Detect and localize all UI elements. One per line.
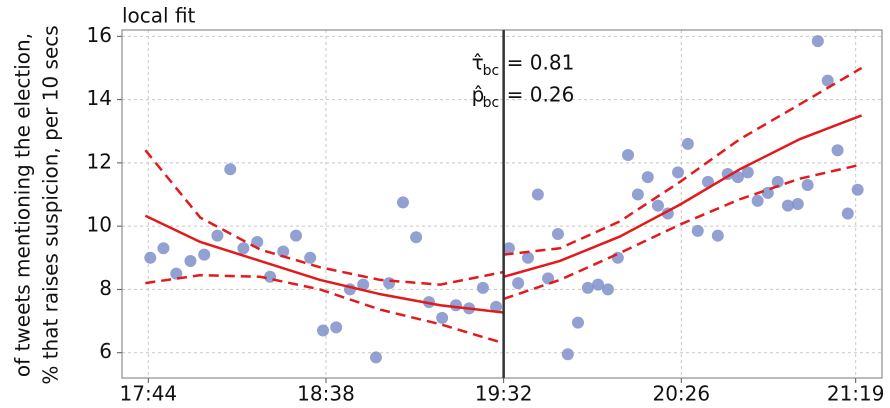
point <box>572 316 584 329</box>
point <box>330 321 343 334</box>
y-axis-label: % that raises suspicion, per 10 secs <box>39 25 63 384</box>
point <box>831 144 844 157</box>
x-tick-label: 18:38 <box>297 382 355 406</box>
point <box>512 277 525 290</box>
point <box>144 251 157 264</box>
point <box>622 148 635 161</box>
point <box>771 175 784 188</box>
x-tick-label: 20:26 <box>652 382 710 406</box>
point <box>701 175 714 188</box>
point <box>521 251 534 264</box>
point <box>741 166 754 179</box>
point <box>551 228 564 241</box>
point <box>711 229 724 242</box>
annotation-symbol: p̂ <box>472 83 485 107</box>
annotation-value: = 0.81 <box>507 51 575 75</box>
point <box>691 224 704 237</box>
point <box>476 281 489 294</box>
point <box>651 199 664 212</box>
point <box>184 254 197 267</box>
point <box>592 278 605 291</box>
point <box>449 299 462 312</box>
point <box>290 229 303 242</box>
y-tick-label: 16 <box>87 23 112 47</box>
point <box>304 251 317 264</box>
x-tick-label: 21:19 <box>827 382 885 406</box>
confidence-band <box>503 66 863 256</box>
point <box>681 137 694 150</box>
point <box>369 351 382 364</box>
fit-line <box>144 214 504 314</box>
chart-title: local fit <box>122 4 196 28</box>
point <box>751 194 764 207</box>
point <box>396 196 409 209</box>
point <box>198 248 211 261</box>
fit-line <box>503 114 863 278</box>
point <box>531 188 544 201</box>
point <box>170 267 183 280</box>
point <box>490 300 503 313</box>
x-tick-label: 17:44 <box>120 382 178 406</box>
point <box>851 183 864 196</box>
point <box>157 242 170 255</box>
y-tick-label: 12 <box>87 149 112 173</box>
y-axis-label: of tweets mentioning the election, <box>11 33 35 377</box>
point <box>801 179 814 192</box>
point <box>781 199 794 212</box>
point <box>436 311 449 324</box>
y-tick-label: 14 <box>87 86 112 110</box>
point <box>357 278 370 291</box>
annotation-value: = 0.26 <box>507 83 575 107</box>
confidence-band <box>144 149 504 286</box>
point <box>841 207 854 220</box>
point <box>641 171 654 184</box>
point <box>581 281 594 294</box>
x-tick-label: 19:32 <box>475 382 533 406</box>
point <box>237 242 250 255</box>
confidence-band <box>145 273 505 345</box>
annotation-subscript: bc <box>483 95 500 111</box>
point <box>811 35 824 48</box>
point <box>211 229 224 242</box>
plot-frame <box>121 29 883 379</box>
point <box>383 277 396 290</box>
point <box>791 198 804 210</box>
y-tick-label: 6 <box>99 339 112 363</box>
point <box>631 188 644 201</box>
point <box>731 171 744 184</box>
point <box>277 245 290 258</box>
point <box>821 74 834 87</box>
point <box>672 166 685 179</box>
point <box>601 283 614 296</box>
y-tick-label: 8 <box>99 276 112 300</box>
point <box>611 251 624 264</box>
annotation-symbol: τ̂ <box>472 51 484 75</box>
point <box>410 231 423 244</box>
y-tick-label: 10 <box>87 213 112 237</box>
point <box>561 348 574 361</box>
annotation-subscript: bc <box>483 63 500 79</box>
point <box>317 324 330 337</box>
point <box>542 272 555 285</box>
point <box>224 163 237 176</box>
point <box>502 242 515 255</box>
